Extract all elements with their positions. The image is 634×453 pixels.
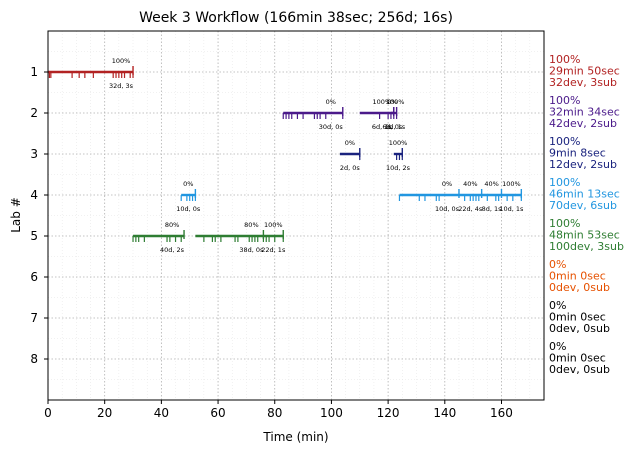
lane-summary-line: 42dev, 2sub — [549, 117, 617, 130]
segment-count-label: 10d, 1s — [499, 205, 524, 213]
y-tick-label: 3 — [30, 147, 38, 161]
segment-count-label: 2d, 0s — [340, 164, 361, 172]
y-tick-label: 1 — [30, 65, 38, 79]
lane-summary-line: 100% — [549, 94, 580, 107]
lane-summary-line: 0min 0sec — [549, 352, 606, 365]
segment-percent-label: 0% — [345, 139, 355, 147]
segment-count-label: 30d, 0s — [319, 123, 344, 131]
x-axis-label: Time (min) — [262, 430, 328, 444]
segment-percent-label: 80% — [165, 221, 179, 229]
segment-percent-label: 40% — [463, 180, 477, 188]
segment-percent-label: 0% — [387, 98, 397, 106]
lane-summary-line: 0min 0sec — [549, 311, 606, 324]
y-tick-label: 8 — [30, 352, 38, 366]
y-tick-label: 2 — [30, 106, 38, 120]
lane-summary-line: 0dev, 0sub — [549, 322, 610, 335]
lane-summary-line: 100% — [549, 135, 580, 148]
lane-summary-line: 48min 53sec — [549, 229, 620, 242]
lane-summary-line: 100dev, 3sub — [549, 240, 624, 253]
segment-percent-label: 0% — [326, 98, 336, 106]
segment-percent-label: 100% — [372, 98, 391, 106]
y-tick-label: 5 — [30, 229, 38, 243]
x-tick-label: 0 — [44, 406, 52, 420]
lane-summary-line: 0% — [549, 258, 566, 271]
x-tick-label: 40 — [154, 406, 169, 420]
lane-summary-line: 0% — [549, 340, 566, 353]
segment-percent-label: 100% — [112, 57, 131, 65]
lane-summary-line: 32min 34sec — [549, 106, 620, 119]
lane-summary-line: 46min 13sec — [549, 188, 620, 201]
y-tick-label: 4 — [30, 188, 38, 202]
lane-summary-line: 0dev, 0sub — [549, 281, 610, 294]
x-tick-label: 100 — [320, 406, 343, 420]
x-tick-label: 20 — [97, 406, 112, 420]
segment-count-label: 10d, 0s — [435, 205, 460, 213]
segment-percent-label: 0% — [183, 180, 193, 188]
lane-summary-line: 100% — [549, 53, 580, 66]
segment-count-label: 38d, 0s — [239, 246, 264, 254]
segment-percent-label: 100% — [264, 221, 283, 229]
segment-count-label: 22d, 1s — [261, 246, 286, 254]
lane-summary-line: 32dev, 3sub — [549, 76, 617, 89]
segment-count-label: 10d, 0s — [176, 205, 201, 213]
segment-percent-label: 100% — [502, 180, 521, 188]
lane-summary-line: 0% — [549, 299, 566, 312]
lane-summary-line: 100% — [549, 217, 580, 230]
x-tick-label: 140 — [433, 406, 456, 420]
segment-percent-label: 100% — [386, 98, 405, 106]
x-tick-label: 120 — [377, 406, 400, 420]
segment-percent-label: 0% — [442, 180, 452, 188]
lane-summary-line: 12dev, 2sub — [549, 158, 617, 171]
y-tick-label: 7 — [30, 311, 38, 325]
plot-frame — [47, 30, 545, 401]
segment-percent-label: 40% — [484, 180, 498, 188]
segment-count-label: 32d, 3s — [109, 82, 134, 90]
lane-summary-line: 100% — [549, 176, 580, 189]
segment-count-label: 40d, 2s — [160, 246, 185, 254]
segment-count-label: 10d, 2s — [386, 164, 411, 172]
lane-summary-line: 70dev, 6sub — [549, 199, 617, 212]
segment-count-label: 22d, 4s — [458, 205, 483, 213]
x-tick-label: 80 — [267, 406, 282, 420]
y-axis-label: Lab # — [9, 197, 23, 233]
segment-percent-label: 80% — [244, 221, 258, 229]
chart-title: Week 3 Workflow (166min 38sec; 256d; 16s… — [139, 10, 453, 26]
lane-summary-line: 9min 8sec — [549, 147, 606, 160]
x-tick-label: 160 — [490, 406, 513, 420]
segment-percent-label: 100% — [389, 139, 408, 147]
segment-count-label: 8d, 1s — [482, 205, 503, 213]
axes: 0 20 40 60 80 100 120 140 160 1 2 3 4 5 6 7 8 — [30, 65, 513, 420]
x-tick-label: 60 — [210, 406, 225, 420]
lane-summary-line: 0dev, 0sub — [549, 363, 610, 376]
segment-count-label: 6d, 1s — [372, 123, 393, 131]
lane-summary-line: 29min 50sec — [549, 65, 620, 78]
y-tick-label: 6 — [30, 270, 38, 284]
segment-count-label: 0d, 1s — [385, 123, 406, 131]
lane-summary-line: 0min 0sec — [549, 270, 606, 283]
segment-count-label: 6d, 0s — [382, 123, 403, 131]
